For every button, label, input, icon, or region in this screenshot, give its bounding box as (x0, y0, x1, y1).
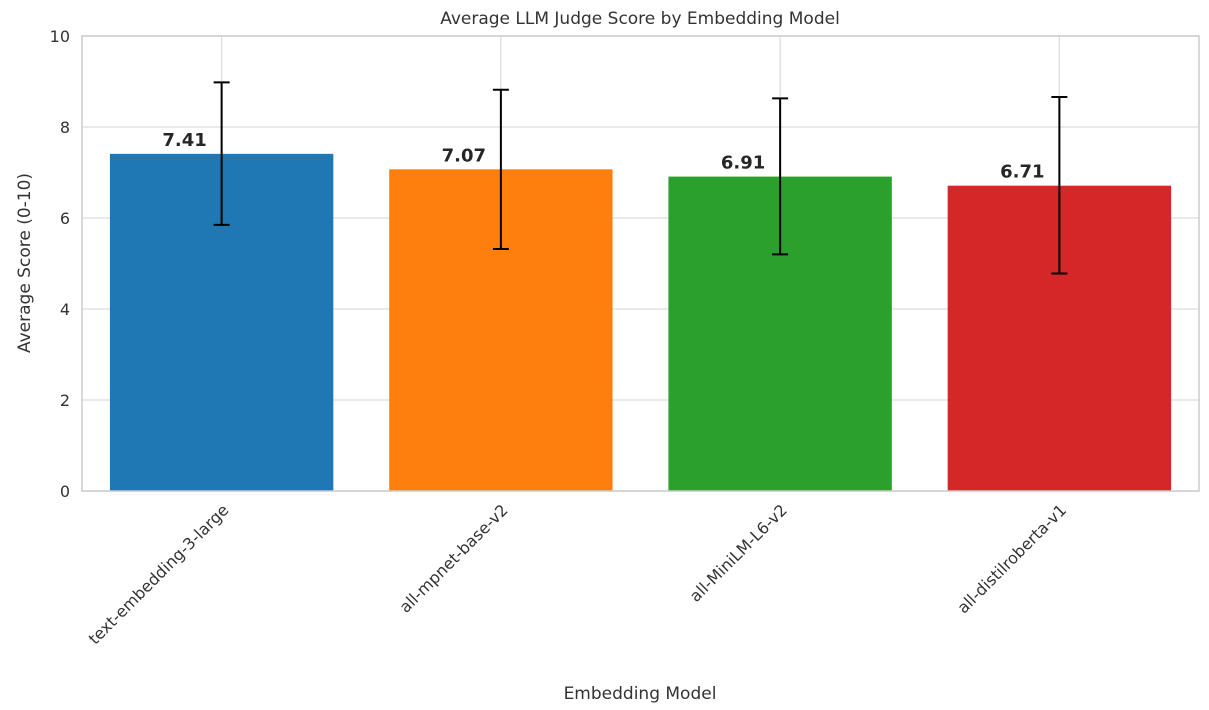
data-label: 6.71 (1000, 162, 1044, 183)
y-tick-label: 0 (60, 482, 70, 501)
data-label: 6.91 (721, 153, 765, 174)
x-tick-label: all-distilroberta-v1 (953, 500, 1070, 617)
x-tick-label: text-embedding-3-large (85, 500, 233, 648)
error-bars (213, 81, 1068, 275)
x-tick-label: all-MiniLM-L6-v2 (686, 500, 791, 605)
data-label: 7.07 (442, 145, 486, 166)
data-labels: 7.41 7.07 6.91 6.71 (162, 130, 1044, 183)
bars (109, 153, 1172, 491)
data-label: 7.41 (162, 130, 206, 151)
x-axis-label: Embedding Model (564, 684, 717, 704)
y-axis-label: Average Score (0-10) (15, 173, 35, 353)
y-tick-label: 8 (60, 118, 70, 137)
y-tick-label: 2 (60, 391, 70, 410)
y-axis-ticks: 0 2 4 6 8 10 (50, 27, 70, 501)
x-tick-label: all-mpnet-base-v2 (395, 500, 511, 616)
y-tick-label: 6 (60, 209, 70, 228)
plot-frame (81, 35, 1200, 492)
chart-title: Average LLM Judge Score by Embedding Mod… (440, 9, 840, 29)
y-tick-label: 4 (60, 300, 70, 319)
x-axis-ticks: text-embedding-3-large all-mpnet-base-v2 a… (85, 500, 1071, 648)
y-tick-label: 10 (50, 27, 70, 46)
